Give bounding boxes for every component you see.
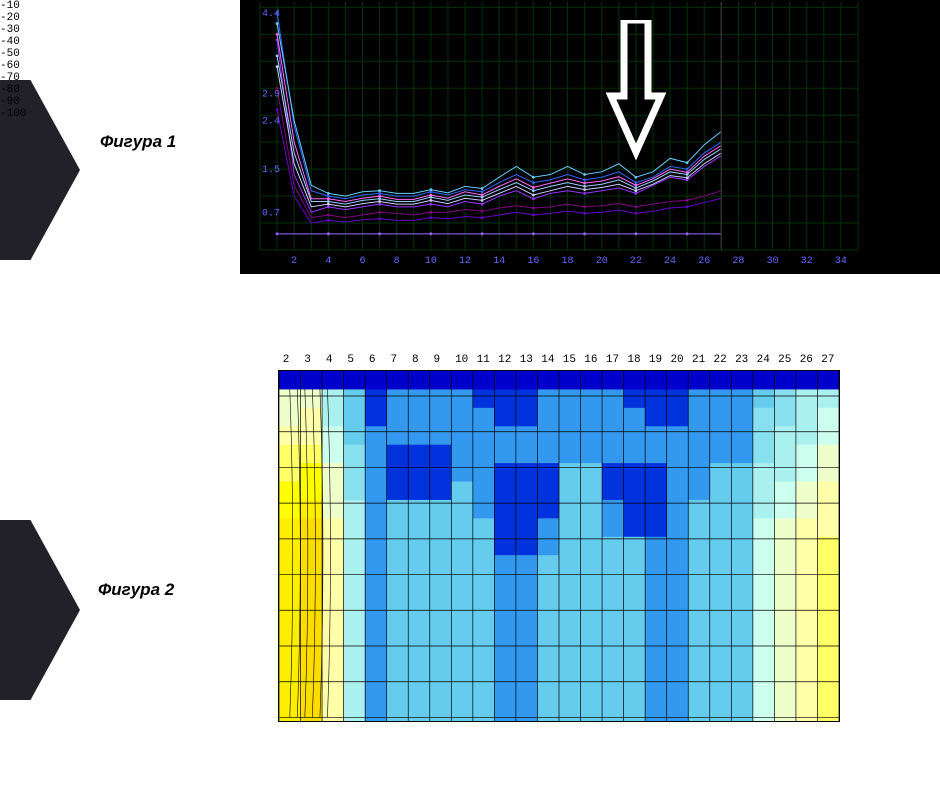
svg-text:4.4: 4.4 — [262, 9, 280, 20]
svg-text:1.5: 1.5 — [262, 165, 280, 176]
svg-text:4: 4 — [325, 256, 331, 267]
figure-2-chart — [278, 370, 838, 720]
deco-arrow-1 — [0, 80, 80, 260]
svg-text:14: 14 — [493, 256, 505, 267]
svg-text:8: 8 — [394, 256, 400, 267]
svg-text:2: 2 — [291, 256, 297, 267]
figure-1-label: Фигура 1 — [100, 132, 176, 152]
svg-text:20: 20 — [596, 256, 608, 267]
svg-text:2.4: 2.4 — [262, 117, 280, 128]
figure-2-label: Фигура 2 — [98, 580, 174, 600]
svg-text:30: 30 — [767, 256, 779, 267]
svg-text:10: 10 — [425, 256, 437, 267]
svg-text:12: 12 — [459, 256, 471, 267]
svg-text:28: 28 — [732, 256, 744, 267]
svg-text:26: 26 — [698, 256, 710, 267]
svg-text:18: 18 — [562, 256, 574, 267]
svg-text:34: 34 — [835, 256, 847, 267]
svg-text:24: 24 — [664, 256, 676, 267]
svg-text:6: 6 — [360, 256, 366, 267]
svg-text:16: 16 — [527, 256, 539, 267]
figure-1-chart: 0.71.52.42.94.42468101214161820222426283… — [240, 0, 940, 274]
svg-text:2.9: 2.9 — [262, 90, 280, 101]
deco-arrow-2 — [0, 520, 80, 700]
svg-text:22: 22 — [630, 256, 642, 267]
svg-text:32: 32 — [801, 256, 813, 267]
svg-text:0.7: 0.7 — [262, 208, 280, 219]
